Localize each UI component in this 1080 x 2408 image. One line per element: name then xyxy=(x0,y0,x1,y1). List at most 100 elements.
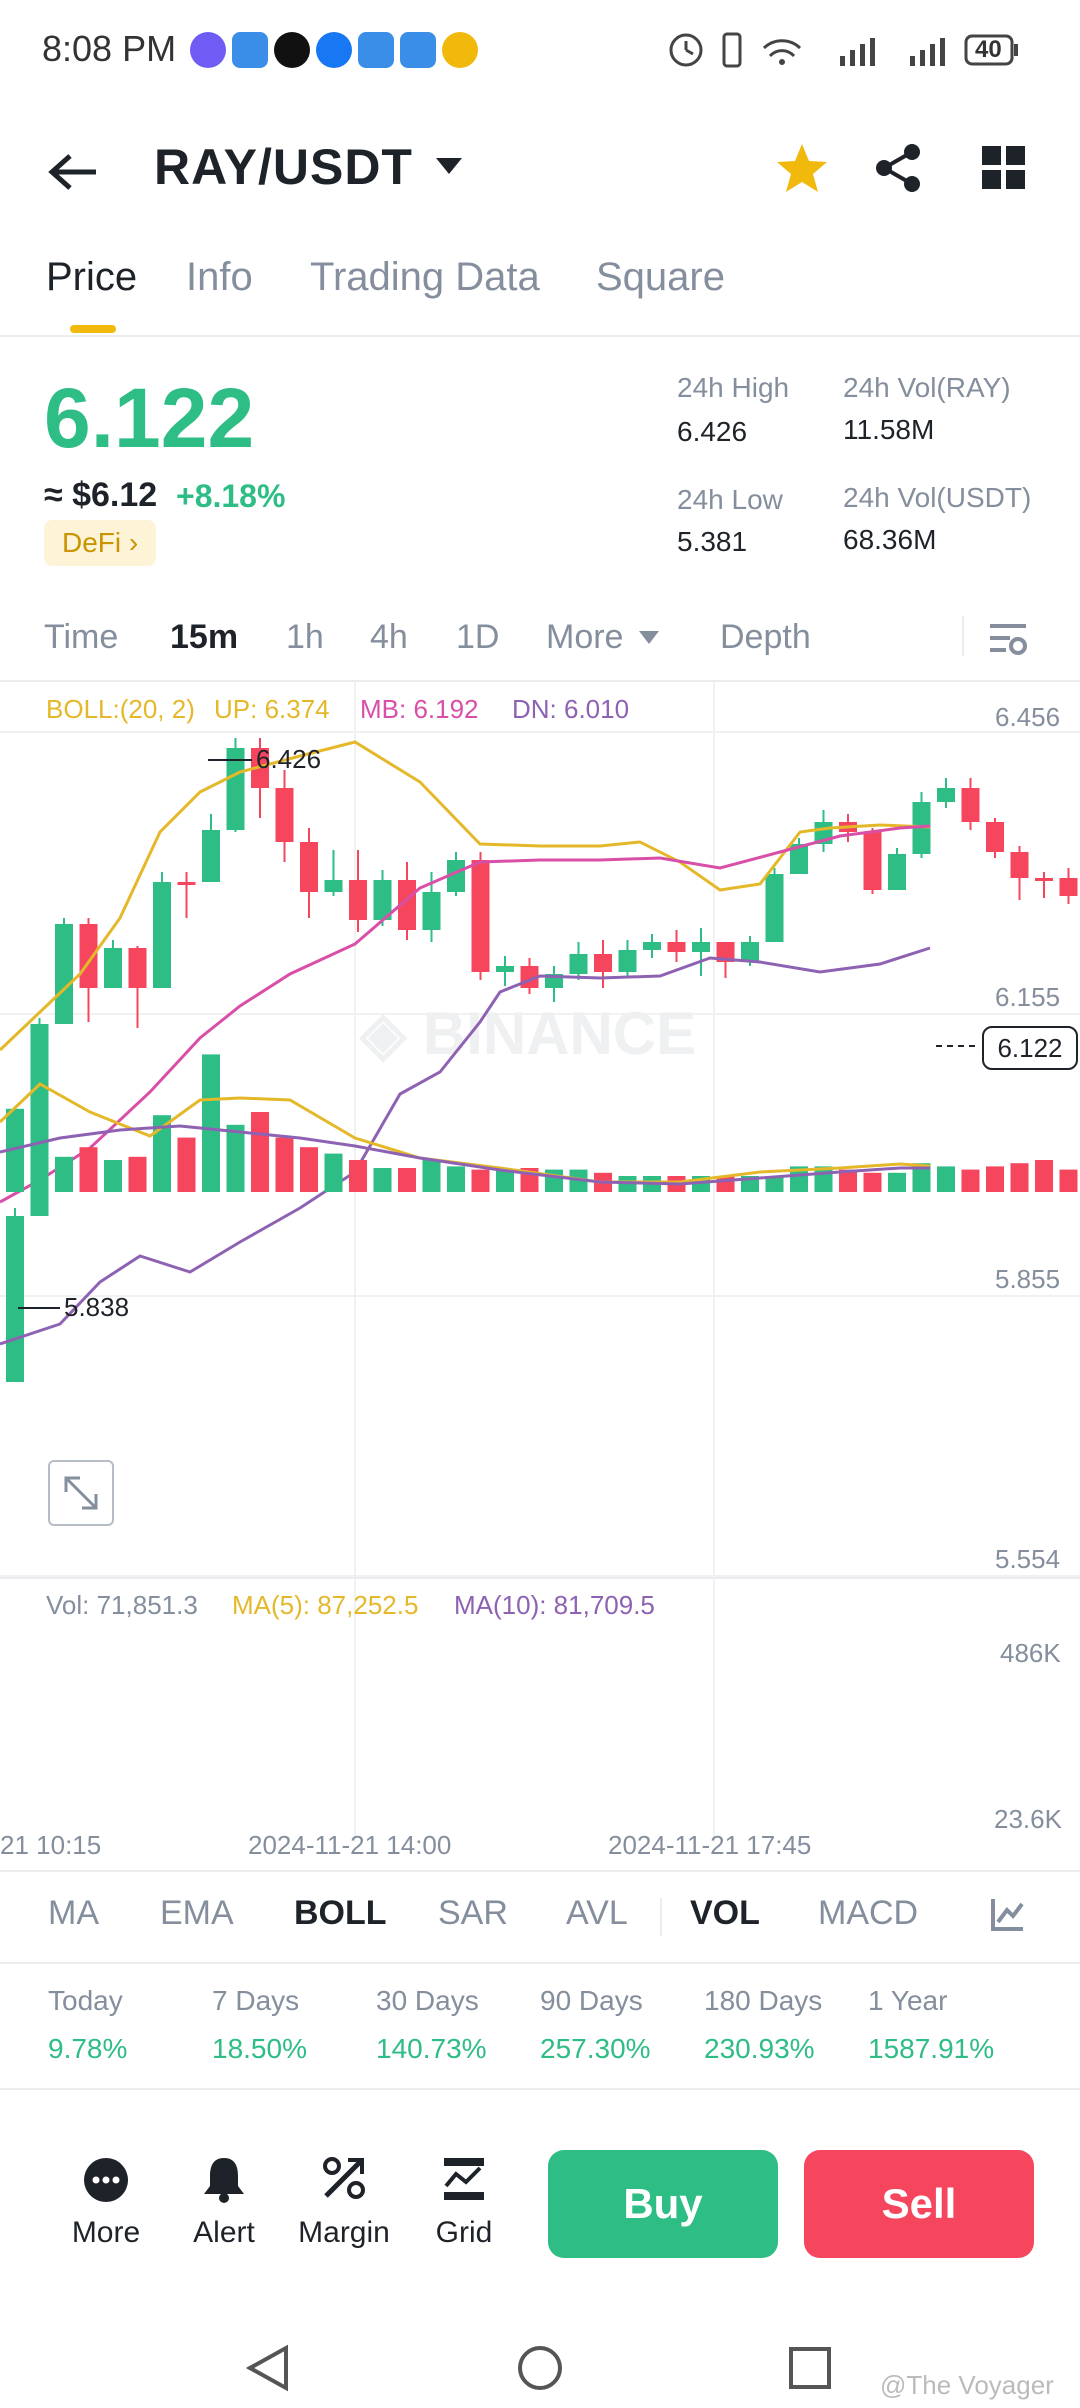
volume-bar xyxy=(888,1172,906,1192)
grid-menu-icon[interactable] xyxy=(982,146,1026,190)
volume-bar xyxy=(447,1166,465,1192)
indicator-settings-icon[interactable] xyxy=(990,1896,1026,1932)
indicator-divider xyxy=(660,1898,662,1936)
volume-bar xyxy=(1059,1169,1078,1192)
grid-label[interactable]: Grid xyxy=(435,2216,493,2249)
more-label[interactable]: More xyxy=(71,2216,141,2249)
volume-bars xyxy=(6,1054,1078,1192)
more-icon[interactable] xyxy=(82,2156,130,2204)
alert-bell-icon[interactable] xyxy=(202,2154,246,2204)
interval-more[interactable]: More xyxy=(546,618,624,656)
category-tag[interactable]: DeFi › xyxy=(44,520,157,566)
tab-trading-data[interactable]: Trading Data xyxy=(310,255,540,299)
tab-price[interactable]: Price xyxy=(46,255,138,299)
candle xyxy=(716,942,735,962)
active-tab-indicator xyxy=(70,325,116,333)
volume-bar xyxy=(790,1166,808,1192)
indicator-sar[interactable]: SAR xyxy=(438,1894,508,1932)
status-bar: 8:08 PM 40 xyxy=(0,0,1080,110)
facebook-icon xyxy=(316,32,352,68)
candle xyxy=(765,874,784,942)
indicator-boll[interactable]: BOLL xyxy=(294,1894,387,1932)
candle xyxy=(6,1216,24,1382)
kline-chart[interactable]: BOLL:(20, 2) UP: 6.374 MB: 6.192 DN: 6.0… xyxy=(0,680,1080,1862)
star-icon[interactable] xyxy=(774,140,830,196)
share-icon[interactable] xyxy=(872,142,924,194)
chevron-right-icon: › xyxy=(128,527,139,558)
candle xyxy=(1059,878,1078,896)
chart-settings-icon[interactable] xyxy=(988,620,1028,656)
time-axis-3: 2024-11-21 17:45 xyxy=(608,1830,812,1860)
indicator-vol[interactable]: VOL xyxy=(690,1894,760,1932)
messenger-icon xyxy=(190,32,226,68)
perf-label-1y: 1 Year xyxy=(868,1985,948,2016)
volume-bar xyxy=(349,1160,367,1192)
last-price: 6.122 xyxy=(44,371,255,465)
chart-canvas[interactable]: ◈ BINANCE xyxy=(0,682,1080,1862)
indicator-ema[interactable]: EMA xyxy=(160,1894,234,1932)
sell-button[interactable]: Sell xyxy=(804,2150,1034,2258)
interval-1d[interactable]: 1D xyxy=(456,618,500,656)
back-arrow-icon[interactable] xyxy=(48,152,100,192)
indicator-avl[interactable]: AVL xyxy=(566,1894,628,1932)
indicator-macd[interactable]: MACD xyxy=(818,1894,919,1932)
price-axis-1: 6.456 xyxy=(995,702,1061,732)
volume-bar xyxy=(1010,1163,1029,1192)
candle xyxy=(422,892,441,930)
chart-gridlines xyxy=(0,682,1080,1842)
candle xyxy=(496,966,514,972)
mail-icon xyxy=(400,32,436,68)
vol-ray-label: 24h Vol(RAY) xyxy=(843,372,1011,403)
margin-icon[interactable] xyxy=(320,2154,368,2202)
buy-button[interactable]: Buy xyxy=(548,2150,778,2258)
margin-label[interactable]: Margin xyxy=(298,2216,390,2249)
candle xyxy=(79,924,98,988)
nav-recents-icon[interactable] xyxy=(788,2346,832,2390)
expand-chart-button[interactable] xyxy=(48,1460,114,1526)
price-axis-3: 5.855 xyxy=(995,1264,1061,1294)
volume-bar xyxy=(398,1168,416,1192)
volume-bar xyxy=(128,1156,147,1192)
tab-info[interactable]: Info xyxy=(186,255,253,299)
perf-label-30d: 30 Days xyxy=(376,1985,479,2016)
interval-1h[interactable]: 1h xyxy=(286,618,324,656)
boll-mb-line xyxy=(0,824,931,1204)
grid-trading-icon[interactable] xyxy=(442,2156,486,2202)
nav-back-icon[interactable] xyxy=(246,2344,290,2392)
high-marker-label: 6.426 xyxy=(256,744,322,774)
interval-depth[interactable]: Depth xyxy=(720,618,811,656)
nav-home-icon[interactable] xyxy=(516,2344,564,2392)
tab-bar: Price Info Trading Data Square xyxy=(0,245,1080,337)
candle xyxy=(618,950,637,972)
battery-level: 40 xyxy=(975,36,1002,63)
interval-4h[interactable]: 4h xyxy=(370,618,408,656)
interval-time[interactable]: Time xyxy=(44,618,119,656)
current-price-tag: 6.122 xyxy=(982,1026,1078,1070)
indicator-ma[interactable]: MA xyxy=(48,1894,99,1932)
tab-square[interactable]: Square xyxy=(596,255,725,299)
vol-label: Vol: 71,851.3 xyxy=(46,1590,198,1620)
alert-label[interactable]: Alert xyxy=(193,2216,255,2249)
candle xyxy=(888,854,906,890)
system-status-icons xyxy=(669,32,1018,68)
volume-bar xyxy=(961,1169,980,1192)
candle xyxy=(863,832,882,890)
volume-bar xyxy=(324,1153,343,1192)
volume-bar xyxy=(937,1166,955,1192)
candle xyxy=(128,948,147,988)
binance-watermark: ◈ BINANCE xyxy=(358,1000,696,1067)
vol-usdt-value: 68.36M xyxy=(843,524,937,555)
pair-title[interactable]: RAY/USDT xyxy=(154,139,413,195)
candle xyxy=(986,822,1004,852)
interval-15m[interactable]: 15m xyxy=(170,618,239,656)
volume-bar xyxy=(104,1160,122,1192)
perf-label-90d: 90 Days xyxy=(540,1985,643,2016)
chevron-down-icon[interactable] xyxy=(434,156,464,178)
time-axis-1: 21 10:15 xyxy=(0,1830,102,1860)
perf-label-today: Today xyxy=(48,1985,123,2016)
candle xyxy=(324,880,343,892)
vol-ma10-line xyxy=(0,1124,930,1186)
volume-bar xyxy=(373,1168,392,1192)
volume-bar xyxy=(1035,1160,1053,1192)
perf-label-180d: 180 Days xyxy=(704,1985,823,2016)
